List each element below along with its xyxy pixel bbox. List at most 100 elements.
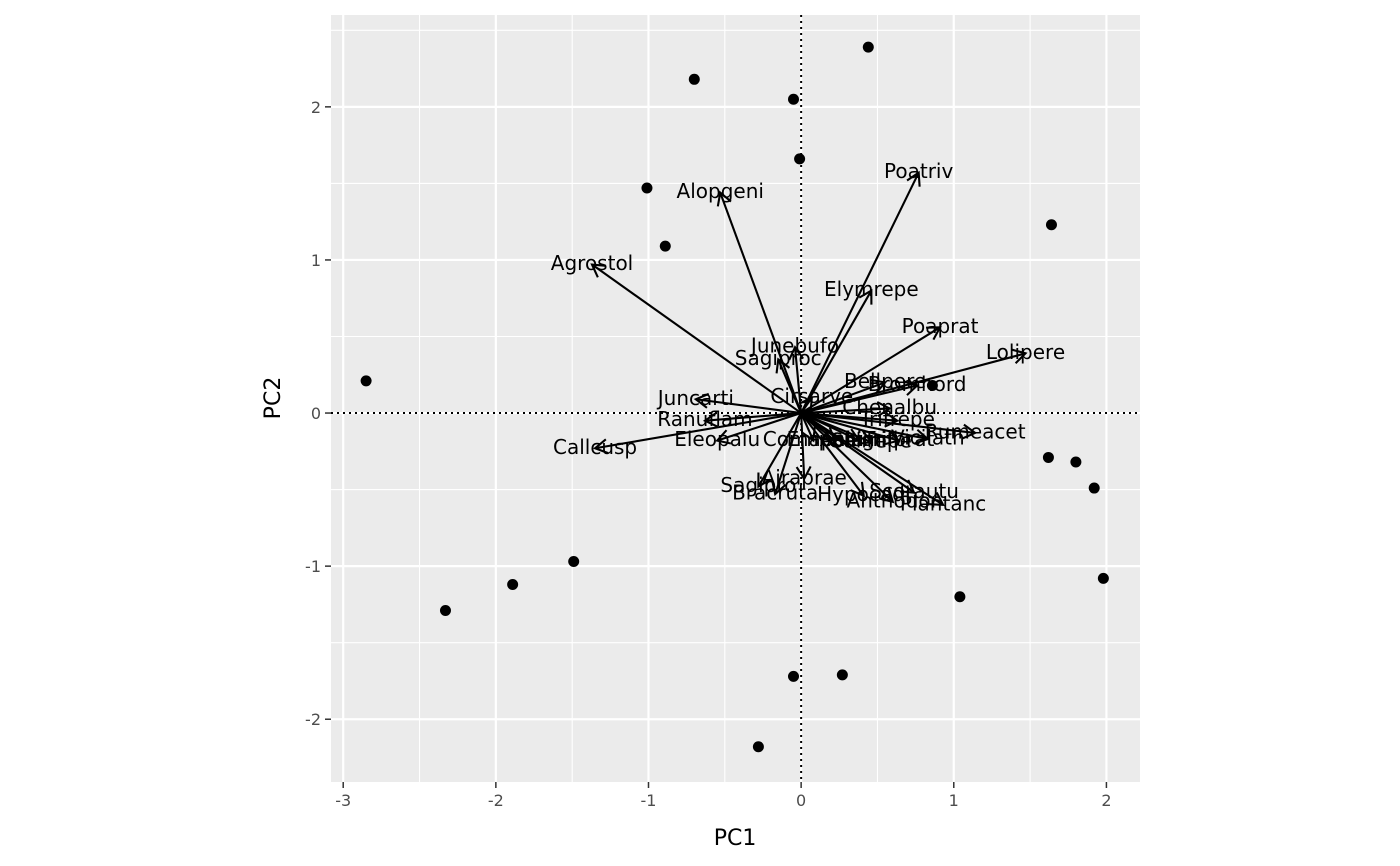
loading-label: Juncarti (656, 386, 734, 410)
arrowhead (590, 263, 607, 278)
minor-gridlines (331, 15, 1140, 782)
score-point (1097, 572, 1109, 584)
y-tick-label: 1 (311, 251, 321, 270)
loading-arrow (801, 412, 976, 434)
loading-label: Eleopalu (674, 427, 760, 451)
score-point (788, 670, 800, 682)
loading-arrow (704, 411, 802, 422)
arrowhead (906, 170, 921, 187)
loading-arrow (800, 412, 944, 506)
loading-arrow (800, 412, 929, 441)
arrowhead (878, 488, 895, 504)
loading-label: Salirepe (831, 429, 912, 453)
arrowhead (961, 423, 978, 440)
loading-label: Ranuflam (657, 407, 752, 431)
arrowhead (876, 401, 892, 417)
x-axis-title: PC1 (714, 826, 757, 851)
plot-panel (331, 15, 1140, 782)
arrowhead (788, 345, 804, 361)
loading-label: Bracruta (732, 481, 818, 505)
loading-arrow (800, 412, 806, 479)
loading-label: Trifrepe (859, 407, 935, 431)
loading-arrow (591, 263, 802, 414)
arrowhead (871, 378, 888, 394)
y-tick-label: 2 (311, 98, 321, 117)
y-axis-title: PC2 (261, 377, 286, 420)
arrowhead (771, 480, 787, 497)
arrowhead (798, 396, 814, 412)
score-point (360, 375, 372, 387)
loading-label: Sagiproc (735, 346, 822, 370)
score-point (1088, 482, 1100, 494)
score-point (836, 669, 848, 681)
score-point (926, 379, 938, 391)
x-axis-ticks: -3 -2 -1 0 1 2 (335, 782, 1112, 810)
score-point (752, 741, 764, 753)
x-tick-label: -1 (641, 791, 657, 810)
score-point (954, 591, 966, 603)
loading-label: Bromhord (868, 372, 967, 396)
loading-arrow (716, 412, 802, 442)
score-point (1042, 451, 1054, 463)
loading-label: Scorautu (869, 479, 959, 503)
score-point (862, 41, 874, 53)
loading-arrow (800, 412, 865, 497)
score-point (507, 579, 519, 591)
arrowhead (903, 380, 920, 396)
arrowhead (850, 481, 865, 498)
y-axis-ticks: -2 -1 0 1 2 (305, 98, 331, 729)
arrowhead (757, 472, 772, 489)
arrowhead (926, 326, 942, 341)
loading-label: Elymrepe (824, 277, 919, 301)
arrowhead (845, 428, 862, 443)
loading-label: Airaprae (762, 465, 847, 489)
loading-arrow (800, 412, 894, 503)
loading-arrow (800, 384, 918, 415)
score-point (641, 182, 653, 194)
score-point (1070, 456, 1082, 468)
arrowhead (592, 438, 609, 455)
y-tick-label: -2 (305, 710, 321, 729)
loading-arrow (800, 412, 872, 444)
arrowhead (884, 429, 901, 446)
loading-arrow (800, 412, 815, 442)
arrowhead (884, 411, 900, 428)
arrowhead (857, 430, 874, 445)
loading-label: Trifprat (862, 427, 934, 451)
arrowhead (858, 288, 873, 305)
loading-label: Sagipro (720, 473, 796, 497)
loading-label: Agrostol (551, 251, 633, 275)
loading-label: Plantanc (900, 491, 986, 515)
score-point (794, 153, 806, 165)
score-point (788, 93, 800, 105)
arrowhead (702, 411, 719, 428)
arrowhead (914, 428, 930, 445)
loading-arrow (719, 192, 803, 414)
loading-arrow (800, 381, 886, 415)
loading-label: Anthodor (847, 488, 940, 512)
loading-arrow (800, 290, 873, 414)
arrowhead (715, 429, 732, 445)
loading-arrow (800, 172, 920, 414)
loading-arrow (695, 398, 802, 415)
loading-label: Poatriv (884, 159, 953, 183)
loading-label: Comapalu (763, 427, 864, 451)
score-point (568, 556, 580, 568)
arrowhead (775, 357, 791, 374)
score-point (439, 605, 451, 617)
score-points (360, 41, 1109, 753)
loading-label: Bellpere (844, 369, 926, 393)
loading-label: Cirsarve (770, 384, 853, 408)
x-tick-label: -2 (488, 791, 504, 810)
loading-arrow (800, 397, 813, 414)
x-tick-label: 1 (949, 791, 959, 810)
reference-lines (331, 15, 1140, 782)
score-point (659, 240, 671, 252)
loading-label: Vicilath (891, 426, 965, 450)
loading-arrow (800, 412, 900, 442)
loading-label: Chenalbu (842, 395, 937, 419)
loading-label: Alopgeni (677, 179, 764, 203)
y-tick-label: -1 (305, 557, 321, 576)
loading-label: Rumeacet (925, 419, 1026, 443)
